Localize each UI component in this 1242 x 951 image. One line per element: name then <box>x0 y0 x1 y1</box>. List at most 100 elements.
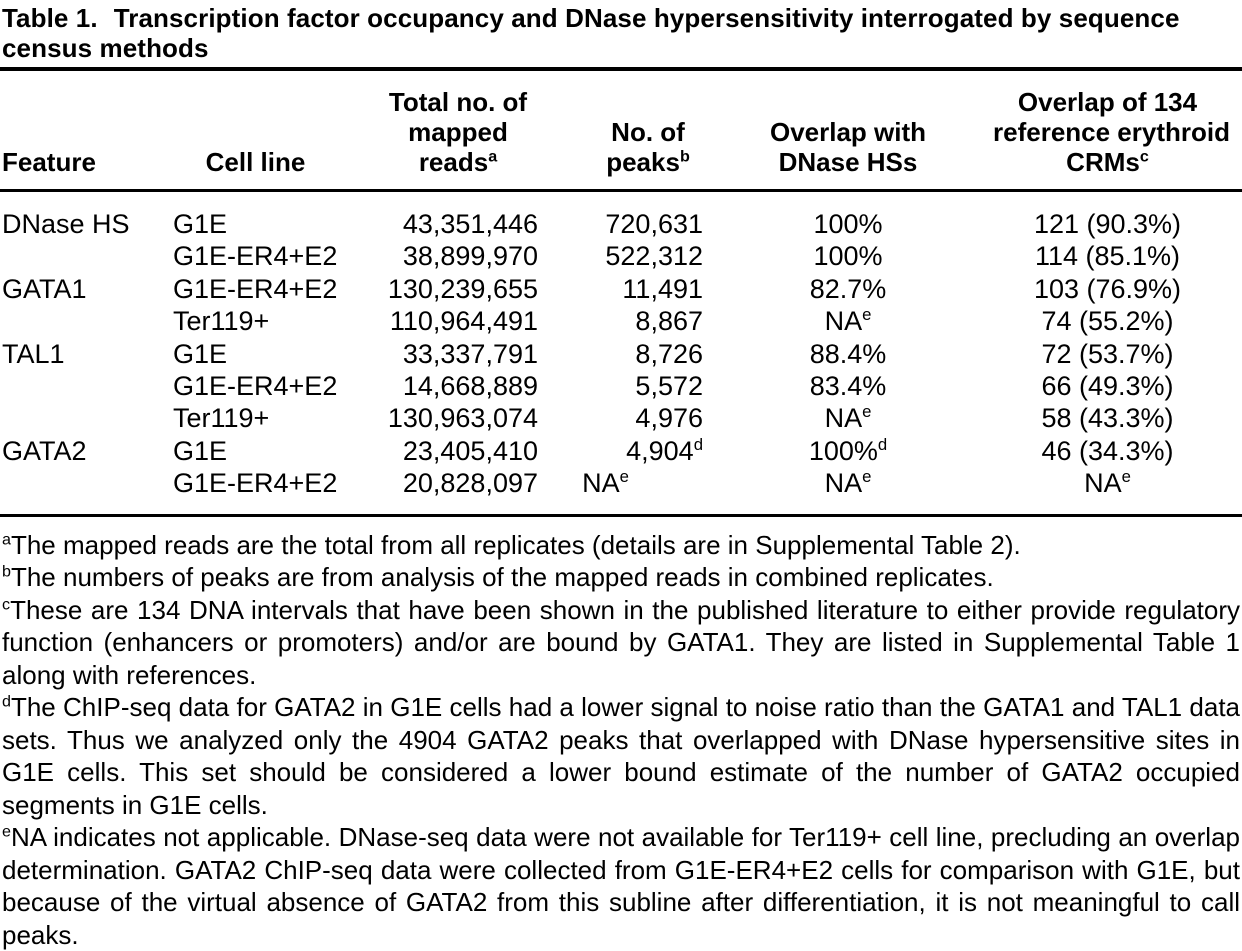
cell-dnase-overlap: 100%d <box>808 434 888 466</box>
cell-peaks: 4,904d <box>626 434 703 466</box>
column-header-line: No. of <box>611 117 685 147</box>
cell-peaks: 720,631 <box>605 209 703 239</box>
column-header-line: DNase HSs <box>778 147 918 177</box>
cell-peaks: 8,726 <box>635 338 703 369</box>
cell-crm-overlap: 46 (34.3%) <box>1041 435 1174 466</box>
column-header-crm-overlap: Overlap of 134 reference erythroid CRMsc <box>993 69 1242 192</box>
table-row: G1E-ER4+E2 38,899,970 522,312 100% 114 (85.1… <box>0 240 1242 272</box>
cell-dnase-overlap: 100% <box>813 241 883 272</box>
table-row: G1E-ER4+E2 14,668,889 5,572 83.4% 66 (49.3%) <box>0 370 1242 402</box>
table-row: Ter119+ 130,963,074 4,976 NAe 58 (43.3%) <box>0 402 1242 434</box>
column-header-feature: Feature <box>0 69 173 192</box>
cell-dnase-overlap: 88.4% <box>809 338 887 369</box>
footnote-c: cThese are 134 DNA intervals that have b… <box>2 594 1240 690</box>
cell-peaks: NAe <box>582 467 629 499</box>
cell-feature: GATA1 <box>2 273 87 304</box>
footnote-d: dThe ChIP-seq data for GATA2 in G1E cell… <box>2 692 1240 820</box>
cell-crm-overlap: 114 (85.1%) <box>1034 241 1181 272</box>
cell-feature <box>0 240 173 272</box>
cell-mapped-reads: 130,963,074 <box>387 403 538 434</box>
table-row: Ter119+ 110,964,491 8,867 NAe 74 (55.2%) <box>0 305 1242 337</box>
column-header-dnase-overlap: Overlap with DNase HSs <box>703 69 993 192</box>
cell-mapped-reads: 33,337,791 <box>402 338 538 369</box>
column-header-line: reference erythroid <box>993 117 1230 147</box>
cell-cell-line: Ter119+ <box>173 403 270 434</box>
footnote-marker: d <box>2 692 11 711</box>
superscript-note-d: d <box>877 434 888 454</box>
table-caption: Transcription factor occupancy and DNase… <box>2 3 1180 63</box>
cell-peaks: 5,572 <box>635 371 703 402</box>
cell-mapped-reads: 130,239,655 <box>387 273 538 304</box>
cell-mapped-reads: 14,668,889 <box>402 371 538 402</box>
cell-feature: GATA2 <box>2 435 87 466</box>
footnote-a: aThe mapped reads are the total from all… <box>2 529 1021 560</box>
table-number: Table 1. <box>2 3 98 33</box>
cell-peaks: 4,976 <box>635 403 703 434</box>
cell-dnase-overlap: 83.4% <box>809 371 887 402</box>
column-header-mapped-reads: Total no. of mapped readsa <box>338 69 538 192</box>
cell-cell-line: G1E <box>173 338 228 369</box>
column-header-line: Cell line <box>205 147 306 177</box>
cell-peaks: 8,867 <box>635 306 703 337</box>
footnote-marker: e <box>2 822 11 841</box>
column-header-line: Total no. of <box>388 87 528 117</box>
footnote-e: eNA indicates not applicable. DNase-seq … <box>2 822 1240 950</box>
cell-dnase-overlap: NAe <box>824 402 872 434</box>
cell-cell-line: Ter119+ <box>173 306 270 337</box>
column-header-line: peaksb <box>606 147 690 177</box>
superscript-note-e: e <box>619 467 629 487</box>
cell-crm-overlap: NAe <box>1084 467 1131 499</box>
column-header-line: CRMsc <box>1066 147 1149 177</box>
cell-cell-line: G1E <box>173 209 228 239</box>
cell-feature: DNase HS <box>2 209 130 239</box>
table-title: Table 1. Transcription factor occupancy a… <box>0 0 1242 63</box>
table-row: DNase HS G1E 43,351,446 720,631 100% 121 (90.… <box>0 191 1242 241</box>
cell-crm-overlap: 58 (43.3%) <box>1041 403 1174 434</box>
superscript-note-e: e <box>862 467 872 487</box>
superscript-note-e: e <box>1121 467 1131 487</box>
table-row: GATA1 G1E-ER4+E2 130,239,655 11,491 82.7% 103… <box>0 273 1242 305</box>
column-header-line: readsa <box>418 147 498 177</box>
superscript-note-d: d <box>693 434 703 454</box>
cell-cell-line: G1E-ER4+E2 <box>173 468 338 499</box>
cell-feature: TAL1 <box>2 338 65 369</box>
cell-cell-line: G1E-ER4+E2 <box>173 273 338 304</box>
superscript-note-b: b <box>679 147 690 166</box>
table-row: GATA2 G1E 23,405,410 4,904d 100%d 46 (34.3%) <box>0 435 1242 467</box>
cell-crm-overlap: 66 (49.3%) <box>1041 371 1174 402</box>
footnote-marker: b <box>2 562 11 581</box>
column-header-line: Feature <box>2 147 96 177</box>
cell-dnase-overlap: NAe <box>824 305 872 337</box>
cell-mapped-reads: 38,899,970 <box>402 241 538 272</box>
header-row: Feature Cell line Total no. of mapped readsa… <box>0 69 1242 192</box>
cell-cell-line: G1E-ER4+E2 <box>173 241 338 272</box>
footnote-marker: c <box>2 595 11 613</box>
table-body: DNase HS G1E 43,351,446 720,631 100% 121 (90.… <box>0 191 1242 516</box>
cell-crm-overlap: 74 (55.2%) <box>1041 306 1174 337</box>
cell-mapped-reads: 43,351,446 <box>402 209 538 239</box>
superscript-note-e: e <box>862 402 872 422</box>
superscript-note-a: a <box>488 147 498 166</box>
column-header-line: Overlap of 134 <box>1017 87 1198 117</box>
cell-feature <box>0 370 173 402</box>
cell-feature <box>0 402 173 434</box>
cell-crm-overlap: 72 (53.7%) <box>1041 338 1174 369</box>
table-footnotes: aThe mapped reads are the total from all… <box>0 529 1242 951</box>
table-header: Feature Cell line Total no. of mapped readsa… <box>0 69 1242 192</box>
cell-crm-overlap: 121 (90.3%) <box>1033 209 1182 239</box>
cell-mapped-reads: 20,828,097 <box>402 468 538 499</box>
cell-dnase-overlap: NAe <box>824 467 872 499</box>
cell-dnase-overlap: 100% <box>813 209 883 239</box>
column-header-peaks: No. of peaksb <box>538 69 703 192</box>
column-header-line: mapped <box>408 117 508 147</box>
superscript-note-c: c <box>1139 147 1149 166</box>
cell-peaks: 522,312 <box>605 241 703 272</box>
column-header-line: Overlap with <box>769 117 927 147</box>
table-row: G1E-ER4+E2 20,828,097 NAe NAe NAe <box>0 467 1242 515</box>
cell-dnase-overlap: 82.7% <box>809 273 887 304</box>
cell-feature <box>0 305 173 337</box>
superscript-note-e: e <box>862 305 872 325</box>
cell-mapped-reads: 23,405,410 <box>402 435 538 466</box>
cell-feature <box>0 467 173 515</box>
